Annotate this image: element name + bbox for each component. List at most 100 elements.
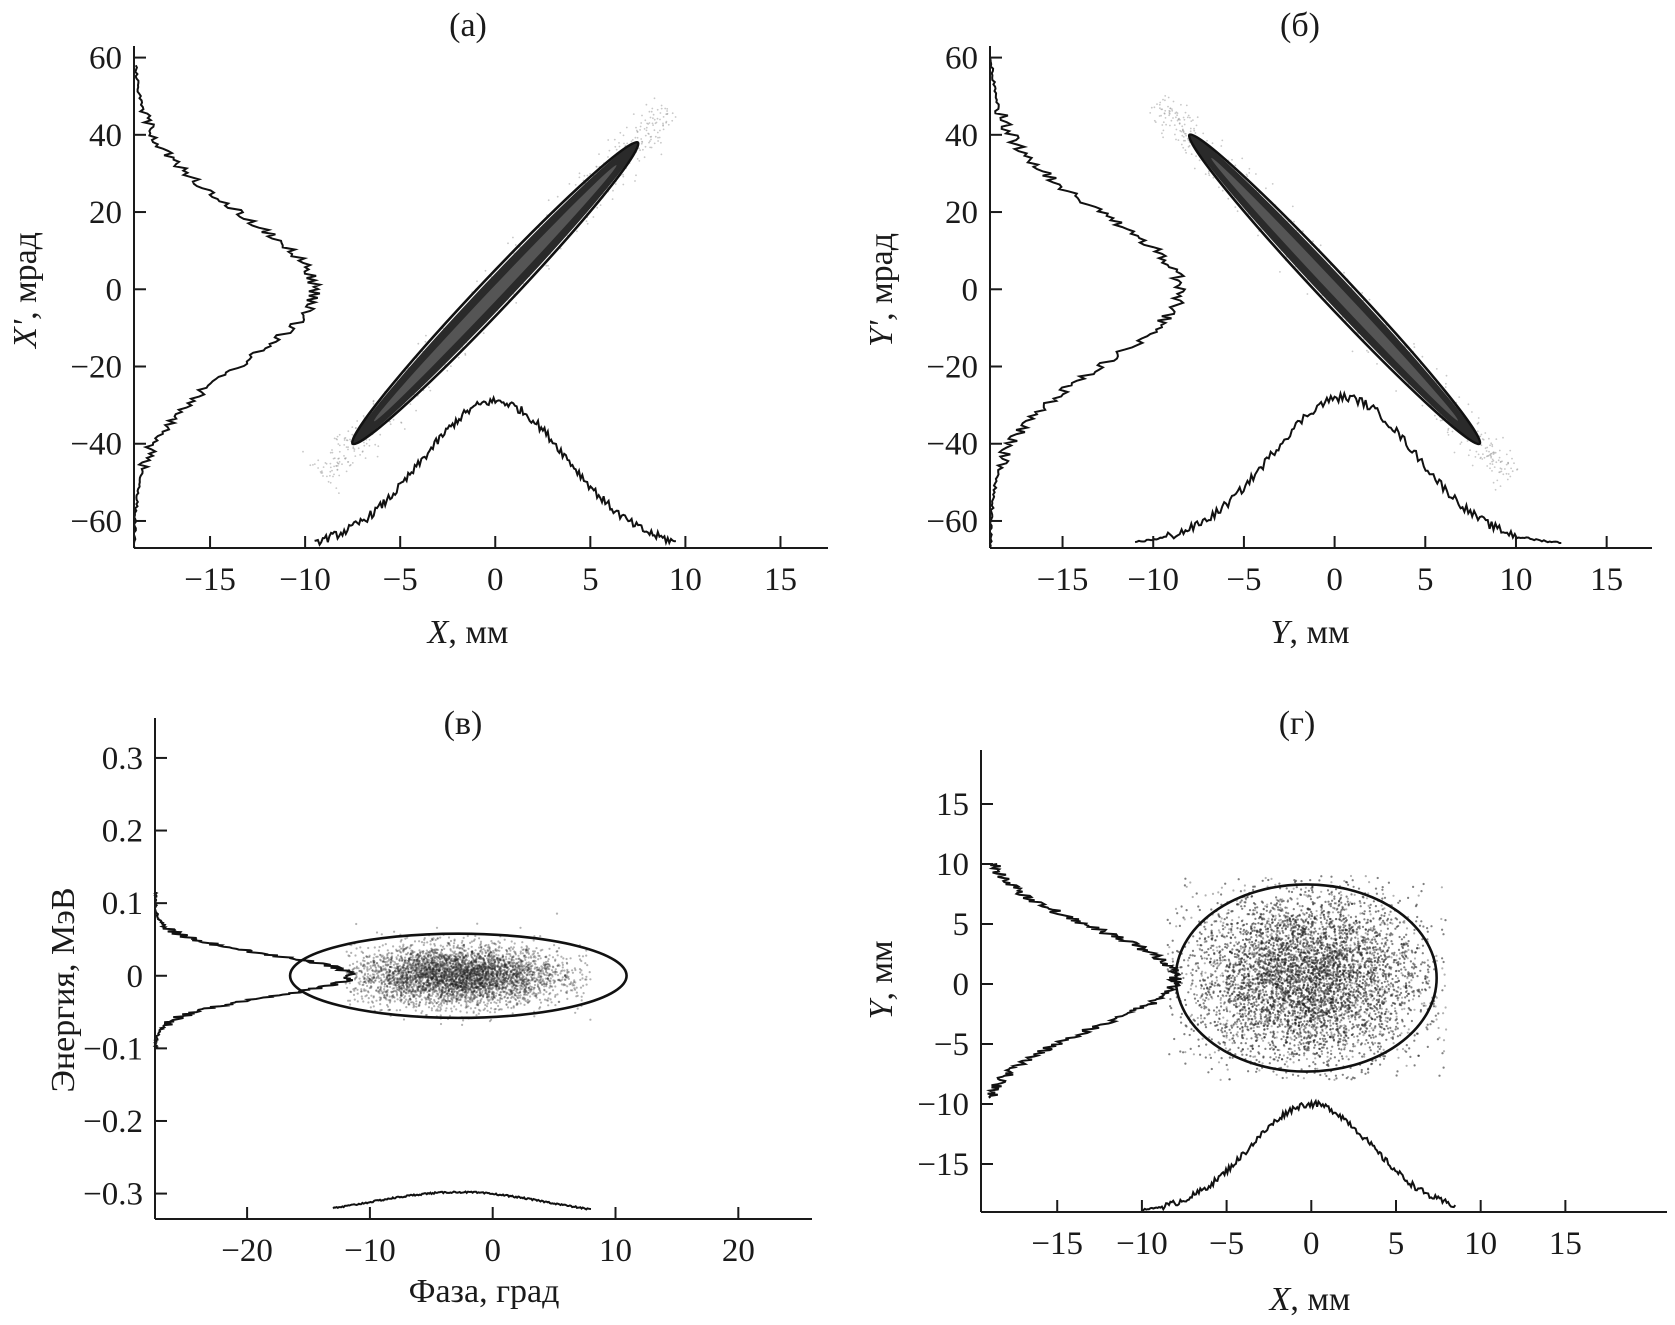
cloud-point — [543, 989, 545, 991]
y-tick-label: 0 — [106, 272, 123, 308]
halo-point — [343, 455, 345, 457]
cloud-point — [346, 987, 348, 989]
cloud-point — [373, 959, 375, 961]
halo-point — [635, 174, 637, 176]
cloud-point — [405, 1006, 407, 1008]
halo-point — [614, 146, 616, 148]
cloud-point — [446, 945, 448, 947]
cloud-point — [381, 983, 383, 985]
halo-point — [664, 108, 666, 110]
halo-point — [646, 104, 648, 106]
halo-point — [1422, 405, 1424, 407]
halo-point — [576, 230, 578, 232]
cloud-point — [574, 981, 576, 983]
halo-point — [393, 419, 395, 421]
halo-point — [1208, 174, 1210, 176]
y-tick-label: 20 — [945, 195, 978, 231]
halo-point — [651, 111, 653, 113]
halo-point — [640, 126, 642, 128]
halo-point — [661, 105, 663, 107]
halo-point — [512, 237, 514, 239]
x-tick-label: −10 — [1127, 562, 1179, 598]
halo-point — [377, 445, 379, 447]
halo-point — [337, 436, 339, 438]
cloud-point — [579, 971, 581, 973]
y-tick-label: 60 — [89, 41, 122, 77]
halo-point — [622, 174, 624, 176]
halo-point — [344, 439, 346, 441]
halo-point — [653, 114, 655, 116]
halo-point — [1164, 99, 1166, 101]
halo-point — [1257, 235, 1259, 237]
halo-point — [337, 469, 339, 471]
halo-point — [339, 445, 341, 447]
halo-point — [515, 244, 517, 246]
halo-point — [659, 130, 661, 132]
halo-point — [649, 122, 651, 124]
cloud-point — [467, 952, 469, 954]
cloud-point — [428, 1006, 430, 1008]
cloud-point — [403, 967, 405, 969]
halo-point — [1369, 299, 1371, 301]
panel-a-scatter-cloud — [302, 97, 676, 494]
cloud-point — [467, 1005, 469, 1007]
halo-point — [1477, 430, 1479, 432]
cloud-point — [585, 976, 587, 978]
cloud-point — [536, 979, 538, 981]
cloud-point — [561, 983, 563, 985]
x-tick-label: 0 — [1326, 562, 1343, 598]
cloud-point — [526, 994, 528, 996]
cloud-point — [571, 969, 573, 971]
cloud-point — [459, 1010, 461, 1012]
cloud-point — [513, 1006, 515, 1008]
halo-point — [334, 438, 336, 440]
cloud-point — [370, 965, 372, 967]
halo-point — [1255, 173, 1257, 175]
cloud-point — [526, 966, 528, 968]
halo-point — [1517, 468, 1519, 470]
cloud-point — [589, 1019, 591, 1021]
halo-point — [638, 160, 640, 162]
halo-point — [1487, 455, 1489, 457]
panel-a-xlabel: X, мм — [426, 614, 509, 651]
halo-point — [1499, 457, 1501, 459]
cloud-point — [570, 957, 572, 959]
cloud-point — [477, 994, 479, 996]
cloud-point — [536, 969, 538, 971]
halo-point — [369, 445, 371, 447]
halo-point — [1272, 183, 1274, 185]
halo-point — [1231, 159, 1233, 161]
halo-point — [1447, 432, 1449, 434]
halo-point — [579, 172, 581, 174]
cloud-point — [356, 947, 358, 949]
halo-point — [614, 139, 616, 141]
y-tick-label: 60 — [945, 41, 978, 77]
halo-point — [1193, 130, 1195, 132]
halo-point — [362, 450, 364, 452]
halo-point — [1220, 145, 1222, 147]
halo-point — [1161, 124, 1163, 126]
cloud-point — [419, 960, 421, 962]
halo-point — [1504, 468, 1506, 470]
halo-point — [335, 465, 337, 467]
halo-point — [1177, 120, 1179, 122]
cloud-point — [439, 937, 441, 939]
cloud-point — [403, 997, 405, 999]
halo-point — [619, 146, 621, 148]
halo-point — [1488, 451, 1490, 453]
halo-point — [1221, 140, 1223, 142]
cloud-point — [384, 986, 386, 988]
halo-point — [373, 403, 375, 405]
cloud-point — [436, 1002, 438, 1004]
halo-point — [1169, 125, 1171, 127]
cloud-point — [383, 994, 385, 996]
cloud-point — [458, 1002, 460, 1004]
halo-point — [1482, 453, 1484, 455]
panel-a-ylabel-var: X' — [7, 319, 44, 350]
cloud-point — [370, 1006, 372, 1008]
halo-point — [1169, 108, 1171, 110]
cloud-point — [388, 952, 390, 954]
halo-point — [1320, 244, 1322, 246]
